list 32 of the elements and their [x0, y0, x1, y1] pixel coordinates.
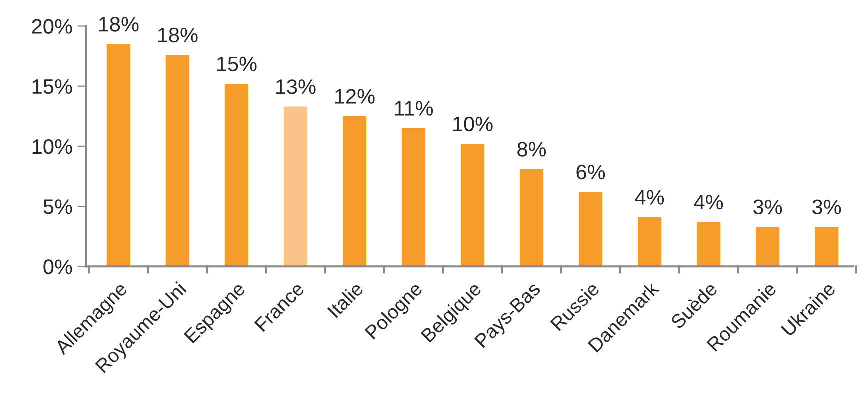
data-label: 15%	[217, 56, 257, 72]
bar	[578, 192, 603, 267]
bar	[224, 84, 248, 267]
bar	[342, 116, 367, 267]
data-label: 12%	[335, 89, 375, 104]
x-tick-label: Italie	[326, 281, 364, 318]
data-label: 4%	[694, 195, 724, 210]
bar	[756, 226, 780, 267]
bar	[460, 144, 485, 267]
data-label: 11%	[395, 101, 434, 116]
bar	[638, 217, 662, 267]
data-label: 6%	[576, 164, 606, 180]
y-tick-label: 20%	[32, 19, 72, 34]
data-label: 4%	[635, 190, 664, 205]
bar	[815, 226, 839, 267]
y-tick-label: 15%	[32, 79, 72, 94]
data-label: 3%	[812, 200, 842, 215]
y-tick-label: 5%	[44, 200, 72, 214]
data-label: 10%	[453, 116, 493, 132]
bar	[106, 44, 130, 267]
data-label: 18%	[99, 17, 139, 32]
bar	[402, 128, 426, 267]
bar	[284, 106, 308, 267]
y-tick-label: 0%	[44, 260, 72, 274]
data-label: 18%	[158, 28, 198, 43]
y-tick-label: 10%	[32, 139, 72, 154]
bar	[166, 55, 190, 267]
data-label: 3%	[754, 200, 782, 215]
bar	[696, 222, 721, 267]
data-label: 13%	[276, 80, 316, 94]
data-label: 8%	[518, 142, 546, 157]
bar	[520, 169, 544, 267]
